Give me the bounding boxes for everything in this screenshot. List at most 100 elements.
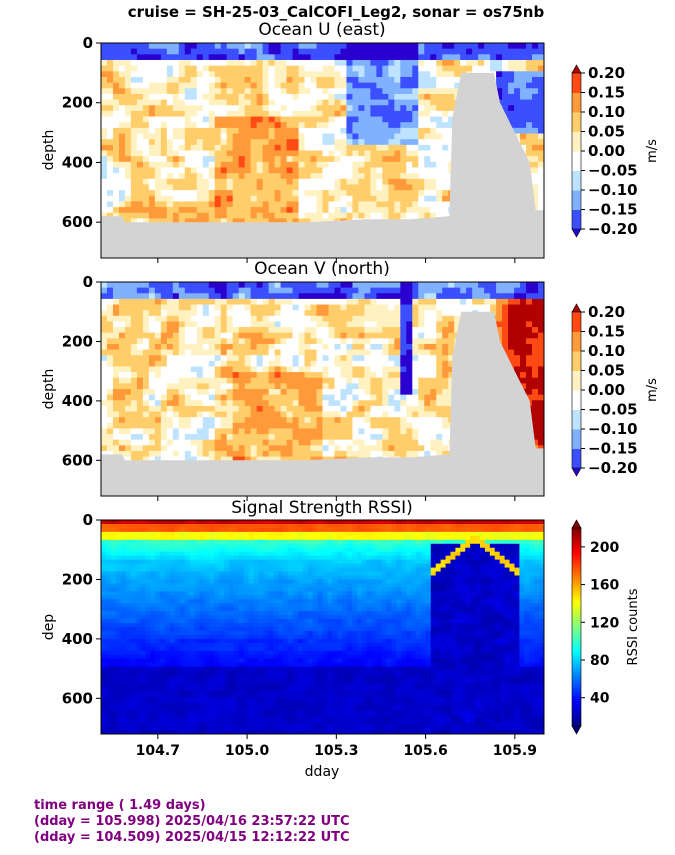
field-cell xyxy=(256,127,264,135)
field-cell xyxy=(106,405,114,413)
field-cell xyxy=(520,48,527,55)
field-cell xyxy=(400,349,407,356)
field-cell xyxy=(202,178,210,186)
field-cell xyxy=(358,48,366,55)
field-cell xyxy=(538,82,544,89)
field-cell xyxy=(346,321,354,328)
field-cell xyxy=(190,167,198,174)
field-cell xyxy=(382,43,389,50)
field-cell xyxy=(346,122,354,129)
field-cell xyxy=(190,445,198,452)
field-cell xyxy=(118,167,126,174)
field-cell xyxy=(226,161,234,169)
field-cell xyxy=(382,144,389,152)
field-cell xyxy=(226,82,234,89)
field-cell xyxy=(334,139,342,146)
field-cell xyxy=(142,450,150,458)
field-cell xyxy=(214,218,222,225)
field-cell xyxy=(274,76,282,84)
field-cell xyxy=(274,332,282,339)
field-cell xyxy=(400,445,407,452)
field-cell xyxy=(340,150,348,157)
field-cell xyxy=(292,139,300,146)
field-cell xyxy=(334,59,342,67)
field-cell xyxy=(214,428,222,435)
field-cell xyxy=(286,282,294,289)
field-cell xyxy=(412,190,419,197)
field-cell xyxy=(196,450,204,458)
field-cell xyxy=(196,304,204,311)
field-cell xyxy=(346,65,354,72)
field-cell xyxy=(430,116,437,123)
field-cell xyxy=(208,105,216,112)
field-cell xyxy=(136,327,144,334)
field-cell xyxy=(364,43,371,50)
field-cell xyxy=(154,139,162,146)
field-cell xyxy=(424,422,431,430)
field-cell xyxy=(160,366,168,373)
field-cell xyxy=(418,287,425,294)
field-cell xyxy=(172,450,180,458)
field-cell xyxy=(526,110,533,118)
field-cell xyxy=(226,445,234,452)
field-cell xyxy=(412,65,419,72)
field-cell xyxy=(178,139,186,146)
field-cell xyxy=(244,150,252,157)
field-cell xyxy=(538,76,544,84)
field-cell xyxy=(376,394,383,401)
field-cell xyxy=(298,122,306,129)
field-cell xyxy=(268,450,276,458)
field-cell xyxy=(322,178,330,186)
field-cell xyxy=(316,184,324,191)
field-cell xyxy=(136,105,144,112)
field-cell xyxy=(196,394,204,401)
field-cell xyxy=(268,360,276,368)
field-cell xyxy=(262,360,270,368)
field-cell xyxy=(382,150,389,157)
field-cell xyxy=(358,304,366,311)
field-cell xyxy=(328,65,336,72)
field-cell xyxy=(334,184,342,191)
field-cell xyxy=(280,167,288,174)
field-cell xyxy=(424,76,431,84)
field-cell xyxy=(142,343,150,351)
field-cell xyxy=(178,93,186,101)
field-cell xyxy=(364,116,371,123)
field-cell xyxy=(214,184,222,191)
field-cell xyxy=(136,161,144,169)
field-cell xyxy=(130,428,138,435)
field-cell xyxy=(208,116,216,123)
field-cell xyxy=(112,360,120,368)
field-cell xyxy=(208,321,216,328)
field-cell xyxy=(388,360,395,368)
field-cell xyxy=(118,150,126,157)
field-cell xyxy=(268,173,276,180)
field-cell xyxy=(214,65,222,72)
field-cell xyxy=(412,54,419,61)
field-cell xyxy=(142,287,150,294)
field-cell xyxy=(101,207,108,214)
field-cell xyxy=(334,122,342,129)
field-cell xyxy=(184,360,192,368)
field-cell xyxy=(130,59,138,67)
field-cell xyxy=(520,105,527,112)
field-cell xyxy=(118,43,126,50)
field-cell xyxy=(250,355,258,362)
field-cell xyxy=(502,76,509,84)
field-cell xyxy=(400,99,407,106)
field-cell xyxy=(292,282,300,289)
field-cell xyxy=(328,144,336,152)
field-cell xyxy=(178,212,186,219)
field-cell xyxy=(208,195,216,203)
field-cell xyxy=(220,327,228,334)
field-cell xyxy=(340,71,348,78)
field-cell xyxy=(436,201,443,208)
field-cell xyxy=(262,43,270,50)
field-cell xyxy=(196,372,204,379)
field-cell xyxy=(178,82,186,89)
field-cell xyxy=(478,59,485,67)
field-cell xyxy=(106,332,114,339)
field-cell xyxy=(532,93,539,101)
field-cell xyxy=(352,287,360,294)
field-cell xyxy=(364,201,371,208)
